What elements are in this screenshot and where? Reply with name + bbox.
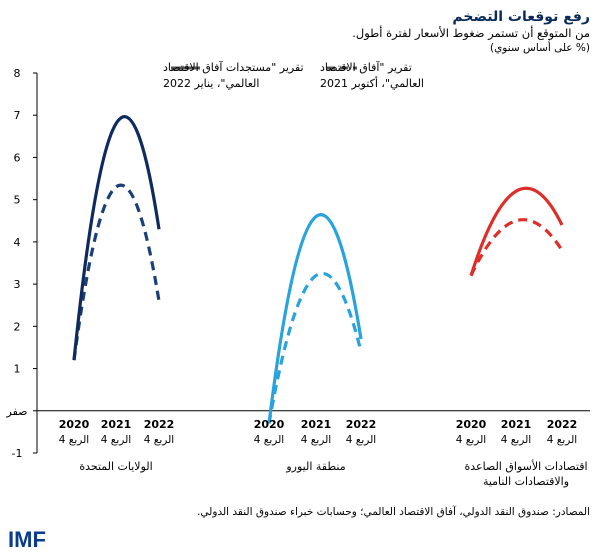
y-tick-label: -1 [12,447,23,460]
group-label-line-2: والاقتصادات النامية [483,475,569,488]
series-line-3-solid [469,186,564,277]
imf-logo: IMF [8,527,46,552]
legend-solid-line-1: تقرير "مستجدات آفاق الاقتصاد [163,60,304,74]
x-tick-quarter: الربع 4 [346,434,376,446]
x-tick-quarter: الربع 4 [501,434,531,446]
series-line-1-dashed [72,183,161,361]
x-tick-year: 2022 [144,418,175,431]
x-tick-year: 2022 [346,418,377,431]
x-tick-quarter: الربع 4 [101,434,131,446]
y-tick-label: 8 [14,67,21,80]
group-label: منطقة اليورو [285,460,345,473]
x-tick-year: 2022 [547,418,578,431]
y-tick-label: 5 [14,194,21,207]
chart-subtitle: من المتوقع أن تستمر ضغوط الأسعار لفترة أ… [352,26,590,40]
y-tick-label: 3 [14,278,21,291]
group-label: الولايات المتحدة [79,460,152,473]
series-line-1-solid [72,115,161,361]
x-tick-quarter: الربع 4 [456,434,486,446]
source-note: المصادر: صندوق النقد الدولي، آفاق الاقتص… [197,506,590,518]
x-tick-quarter: الربع 4 [301,434,331,446]
x-tick-year: 2020 [456,418,487,431]
x-tick-quarter: الربع 4 [144,434,174,446]
y-tick-label: 2 [14,320,21,333]
x-tick-year: 2020 [59,418,90,431]
chart-header: رفع توقعات التضخم من المتوقع أن تستمر ضغ… [30,8,590,55]
x-tick-year: 2020 [254,418,285,431]
x-tick-year: 2021 [301,418,332,431]
chart-unit: (% على أساس سنوي) [489,42,590,54]
y-tick-label: 1 [14,363,21,376]
y-tick-label: 6 [14,151,21,164]
series-line-2-dashed [267,271,363,424]
legend-dashed-line-2: العالمي"، أكتوبر 2021 [320,76,424,90]
x-tick-quarter: الربع 4 [254,434,284,446]
series-line-3-dashed [469,218,564,277]
y-tick-label: صفر [6,405,28,418]
group-label-line-1: اقتصادات الأسواق الصاعدة [464,459,587,473]
chart-title: رفع توقعات التضخم [452,9,590,25]
series-line-2-solid [267,213,363,424]
x-tick-year: 2021 [501,418,532,431]
x-tick-year: 2021 [101,418,132,431]
legend-solid-line-2: العالمي"، يناير 2022 [163,77,259,90]
x-tick-quarter: الربع 4 [59,434,89,446]
y-tick-label: 4 [14,236,21,249]
x-tick-quarter: الربع 4 [547,434,577,446]
legend-dashed-line-1: تقرير "آفاق الاقتصاد [320,60,412,74]
y-tick-label: 7 [14,109,21,122]
